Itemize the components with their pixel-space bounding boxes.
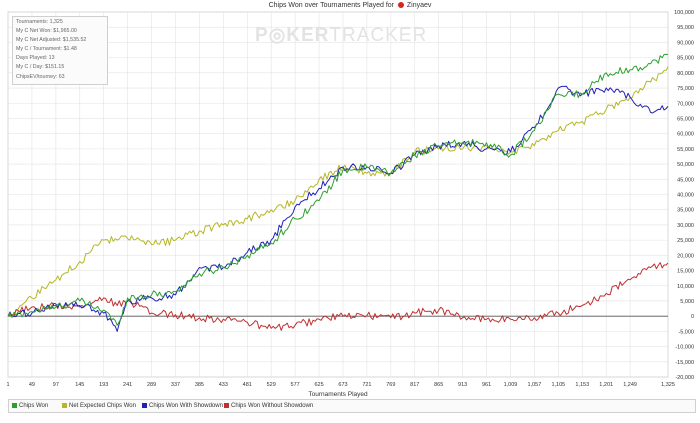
- legend-label: Chips Won With Showdown: [149, 403, 223, 409]
- legend-swatch: [224, 402, 229, 408]
- x-tick-label: 481: [243, 382, 252, 388]
- legend-item-with-showdown[interactable]: Chips Won With Showdown: [142, 400, 223, 412]
- legend-swatch: [142, 402, 147, 408]
- y-tick-label: 65,000: [677, 116, 694, 122]
- y-tick-label: 80,000: [677, 71, 694, 77]
- legend: Chips Won Net Expected Chips Won Chips W…: [8, 399, 696, 413]
- y-tick-label: -5,000: [678, 329, 694, 335]
- y-tick-label: 40,000: [677, 193, 694, 199]
- x-tick-label: 433: [219, 382, 228, 388]
- y-axis-ticks: 100,000 95,000 90,000 85,000 80,000 75,000 70,…: [674, 10, 694, 381]
- x-tick-label: 145: [75, 382, 84, 388]
- y-tick-label: 0: [691, 314, 694, 320]
- x-tick-label: 1,153: [575, 382, 589, 388]
- x-tick-label: 1,057: [528, 382, 542, 388]
- stat-chipsev: ChipsEV/tourney: 63: [16, 73, 65, 80]
- x-tick-label: 193: [99, 382, 108, 388]
- x-axis-label: Tournaments Played: [308, 391, 368, 398]
- x-tick-label: 385: [195, 382, 204, 388]
- x-tick-label: 625: [314, 382, 323, 388]
- legend-label: Chips Won Without Showdown: [231, 403, 314, 409]
- legend-item-chips-won[interactable]: Chips Won: [12, 400, 48, 412]
- y-tick-label: 50,000: [677, 162, 694, 168]
- stat-net-adjusted: My C Net Adjusted: $1,535.52: [16, 37, 87, 44]
- y-tick-label: -10,000: [675, 345, 694, 351]
- y-tick-label: 15,000: [677, 269, 694, 275]
- stat-tournaments: Tournaments: 1,325: [16, 19, 63, 25]
- series-line-chips-won-with-showdown: [7, 85, 669, 332]
- pokertracker-watermark: P◎KERTRACKER: [255, 25, 428, 46]
- x-tick-label: 1: [6, 382, 9, 388]
- y-tick-label: 55,000: [677, 147, 694, 153]
- watermark-chip-icon: ◎: [268, 25, 287, 46]
- series-lines: [7, 53, 669, 332]
- y-tick-label: 60,000: [677, 132, 694, 138]
- chart-area: 100,000 95,000 90,000 85,000 80,000 75,000 70,…: [6, 10, 694, 398]
- legend-label: Chips Won: [19, 403, 49, 409]
- x-tick-label: 769: [386, 382, 395, 388]
- y-tick-label: 100,000: [674, 10, 694, 16]
- x-tick-label: 913: [458, 382, 467, 388]
- y-tick-label: 20,000: [677, 253, 694, 259]
- series-line-chips-won: [7, 53, 669, 326]
- legend-item-net-expected[interactable]: Net Expected Chips Won: [62, 400, 136, 412]
- player-flag-icon: [397, 2, 404, 8]
- x-tick-label: 49: [29, 382, 35, 388]
- x-tick-label: 961: [482, 382, 491, 388]
- x-tick-label: 529: [267, 382, 276, 388]
- stat-per-day: My C / Day: $151.15: [16, 64, 65, 71]
- y-tick-label: 5,000: [680, 299, 694, 305]
- y-tick-label: 85,000: [677, 56, 694, 62]
- y-tick-label: 35,000: [677, 208, 694, 214]
- series-line-net-expected-chips-won: [7, 66, 669, 317]
- chart-title-text: Chips Won over Tournaments Played for: [268, 2, 394, 9]
- x-tick-label: 97: [53, 382, 59, 388]
- y-tick-label: -15,000: [675, 360, 694, 366]
- legend-label: Net Expected Chips Won: [69, 403, 136, 409]
- chart-title: Chips Won over Tournaments Played for Zi…: [0, 0, 700, 12]
- x-tick-label: 1,325: [661, 382, 675, 388]
- y-tick-label: 25,000: [677, 238, 694, 244]
- x-tick-label: 1,009: [504, 382, 518, 388]
- y-tick-label: 30,000: [677, 223, 694, 229]
- x-tick-label: 1,105: [551, 382, 565, 388]
- x-tick-label: 241: [123, 382, 132, 388]
- stat-days-played: Days Played: 13: [16, 55, 55, 62]
- legend-swatch: [12, 402, 17, 408]
- player-name: Zinyaev: [406, 2, 432, 9]
- x-tick-label: 817: [410, 382, 419, 388]
- x-axis-ticks: 1 49 97 145 193 241 289 337 385 433 481 529 577 625 67…: [6, 382, 674, 388]
- x-tick-label: 721: [362, 382, 371, 388]
- legend-item-without-showdown[interactable]: Chips Won Without Showdown: [224, 400, 313, 412]
- stat-per-tournament: My C / Tournament: $1.48: [16, 46, 77, 53]
- y-tick-label: 45,000: [677, 177, 694, 183]
- y-tick-label: 75,000: [677, 86, 694, 92]
- y-tick-label: 70,000: [677, 101, 694, 107]
- x-tick-label: 577: [291, 382, 300, 388]
- series-line-chips-won-without-showdown: [7, 262, 669, 331]
- legend-swatch: [62, 402, 67, 408]
- x-tick-label: 337: [171, 382, 180, 388]
- y-tick-label: 95,000: [677, 25, 694, 31]
- stats-panel: Tournaments: 1,325 My C Net Won: $1,965.…: [12, 16, 108, 85]
- x-tick-label: 1,201: [599, 382, 613, 388]
- x-tick-label: 673: [338, 382, 347, 388]
- stat-net-won: My C Net Won: $1,965.00: [16, 28, 77, 35]
- x-tick-label: 1,249: [623, 382, 637, 388]
- y-tick-label: 90,000: [677, 40, 694, 46]
- y-tick-label: 10,000: [677, 284, 694, 290]
- x-tick-label: 289: [147, 382, 156, 388]
- x-tick-label: 865: [434, 382, 443, 388]
- y-tick-label: -20,000: [675, 375, 694, 381]
